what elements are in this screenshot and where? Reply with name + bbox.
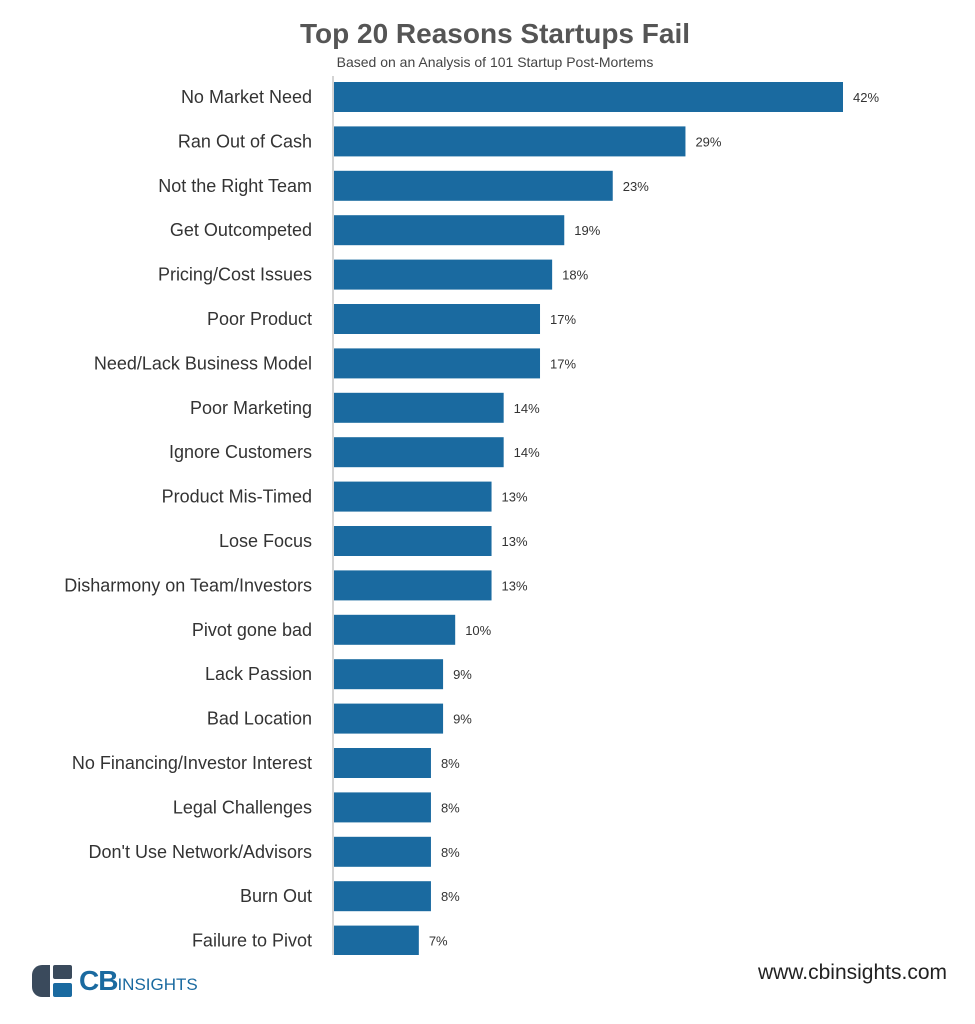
cb-insights-logo-icon (32, 965, 72, 997)
value-label: 8% (441, 800, 460, 815)
category-label: Bad Location (207, 709, 312, 729)
value-label: 29% (695, 134, 721, 149)
bar (334, 925, 419, 955)
category-label: Get Outcompeted (170, 220, 312, 240)
value-label: 8% (441, 845, 460, 860)
category-label: Need/Lack Business Model (94, 353, 312, 373)
category-label: Product Mis-Timed (162, 487, 312, 507)
value-label: 9% (453, 712, 472, 727)
chart-title: Top 20 Reasons Startups Fail (300, 18, 690, 49)
bar-chart: Top 20 Reasons Startups Fail Based on an… (64, 18, 880, 955)
bar (334, 215, 565, 246)
value-label: 8% (441, 756, 460, 771)
cb-insights-logo: CBINSIGHTS (30, 963, 198, 999)
category-labels: No Market Need Ran Out of Cash Not the Rig… (64, 87, 312, 951)
bar (334, 881, 431, 912)
value-label: 7% (429, 934, 448, 949)
bar (334, 304, 541, 334)
category-label: Ignore Customers (169, 442, 312, 462)
bar (334, 82, 843, 112)
bar (334, 170, 613, 201)
value-label: 18% (562, 268, 588, 283)
bars-group (334, 82, 843, 955)
bar (334, 392, 504, 423)
bar (334, 570, 492, 601)
category-label: Ran Out of Cash (178, 131, 312, 151)
category-label: No Market Need (181, 87, 312, 107)
website-url: www.cbinsights.com (757, 961, 947, 984)
category-label: Lose Focus (219, 531, 312, 551)
bar (334, 526, 492, 556)
category-label: Pivot gone bad (192, 620, 312, 640)
bar (334, 748, 431, 778)
value-labels: 42% 29% 23% 19% 18% 17% 17% 14% 14% 13% 13% 13% 10% 9… (429, 90, 880, 949)
chart-subtitle: Based on an Analysis of 101 Startup Post… (337, 54, 654, 70)
category-label: Poor Product (207, 309, 312, 329)
cb-insights-logo-text: CBINSIGHTS (79, 967, 198, 995)
bar (334, 481, 492, 512)
category-label: No Financing/Investor Interest (72, 753, 312, 773)
category-label: Pricing/Cost Issues (158, 265, 312, 285)
category-label: Legal Challenges (173, 797, 312, 817)
category-label: Lack Passion (205, 664, 312, 684)
value-label: 13% (502, 578, 528, 593)
bar (334, 703, 444, 734)
value-label: 10% (465, 623, 491, 638)
value-label: 19% (574, 223, 600, 238)
bar (334, 614, 456, 645)
category-label: Not the Right Team (158, 176, 312, 196)
value-label: 13% (502, 534, 528, 549)
bar (334, 126, 686, 157)
value-label: 9% (453, 667, 472, 682)
logo-text-rest: INSIGHTS (117, 975, 198, 994)
value-label: 14% (514, 445, 540, 460)
category-label: Don't Use Network/Advisors (88, 842, 312, 862)
bar (334, 437, 504, 468)
value-label: 23% (623, 179, 649, 194)
category-label: Burn Out (240, 886, 312, 906)
bar (334, 836, 431, 867)
value-label: 13% (502, 490, 528, 505)
value-label: 8% (441, 889, 460, 904)
logo-text-bold: CB (79, 965, 118, 996)
bar (334, 348, 541, 379)
bar (334, 659, 444, 690)
value-label: 42% (853, 90, 879, 105)
bar (334, 259, 553, 290)
bar (334, 792, 431, 823)
category-label: Failure to Pivot (192, 931, 312, 951)
value-label: 17% (550, 356, 576, 371)
value-label: 17% (550, 312, 576, 327)
category-label: Disharmony on Team/Investors (64, 575, 312, 595)
category-label: Poor Marketing (190, 398, 312, 418)
value-label: 14% (514, 401, 540, 416)
